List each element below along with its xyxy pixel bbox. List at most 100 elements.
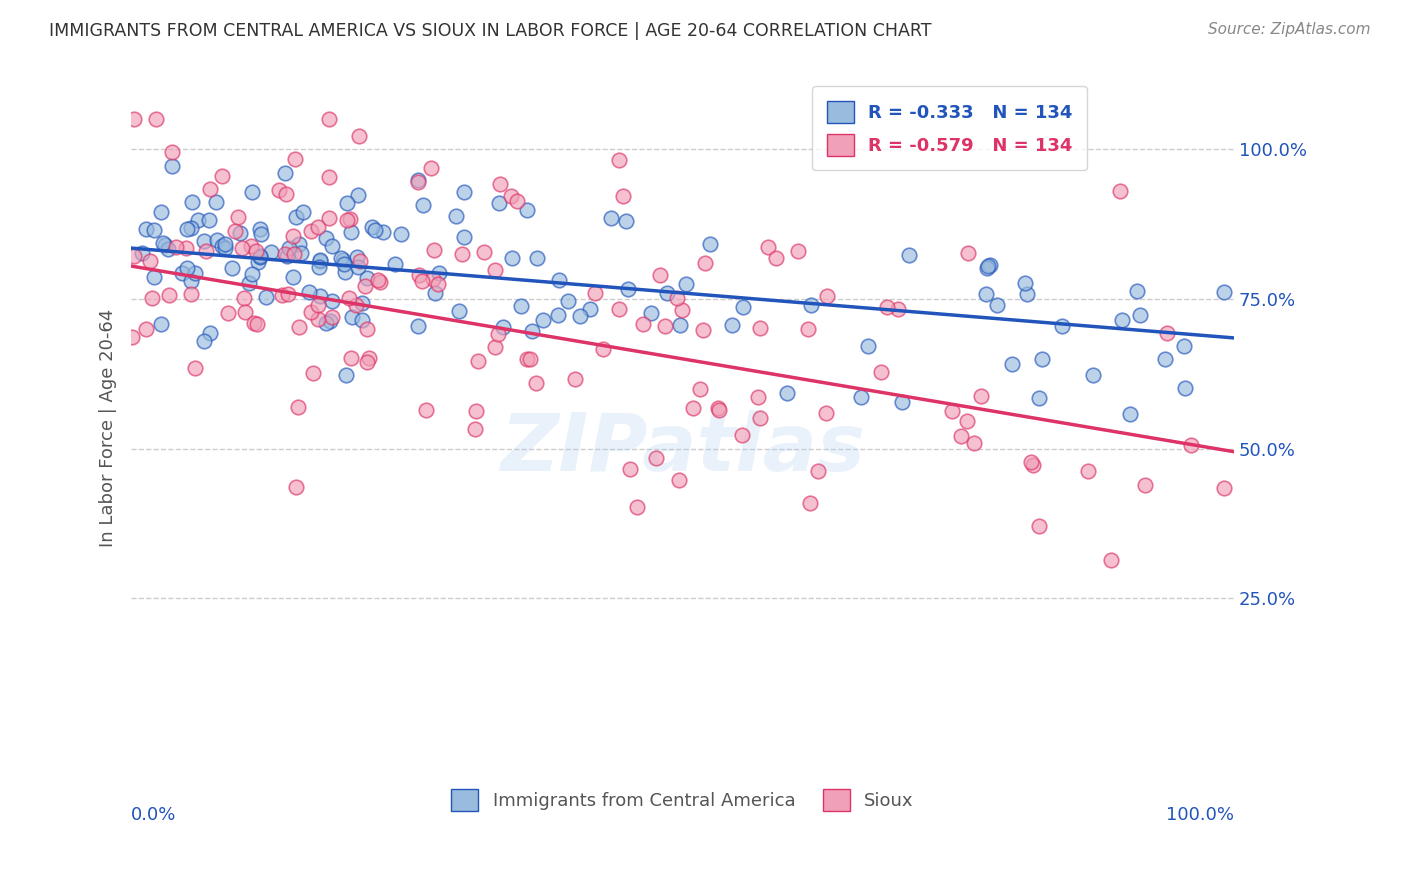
- Point: [198, 182, 221, 196]
- Point: [731, 427, 754, 442]
- Point: [333, 257, 356, 271]
- Point: [406, 175, 429, 189]
- Point: [1133, 478, 1156, 492]
- Point: [420, 161, 443, 175]
- Point: [145, 112, 167, 127]
- Point: [748, 321, 770, 335]
- Point: [307, 297, 329, 311]
- Point: [516, 203, 538, 218]
- Point: [963, 435, 986, 450]
- Text: 100.0%: 100.0%: [1166, 806, 1234, 824]
- Point: [273, 166, 295, 180]
- Point: [349, 254, 371, 268]
- Point: [347, 260, 370, 275]
- Point: [330, 251, 353, 265]
- Point: [668, 318, 690, 333]
- Point: [807, 464, 830, 478]
- Point: [631, 317, 654, 331]
- Text: 0.0%: 0.0%: [131, 806, 177, 824]
- Point: [160, 145, 183, 160]
- Point: [184, 361, 207, 376]
- Point: [367, 273, 389, 287]
- Point: [229, 226, 252, 240]
- Point: [245, 317, 267, 331]
- Point: [423, 286, 446, 301]
- Point: [1028, 391, 1050, 405]
- Point: [671, 302, 693, 317]
- Point: [121, 330, 143, 344]
- Point: [654, 319, 676, 334]
- Point: [231, 241, 253, 255]
- Point: [339, 351, 361, 365]
- Point: [384, 257, 406, 271]
- Point: [211, 169, 233, 184]
- Point: [141, 292, 163, 306]
- Point: [180, 287, 202, 301]
- Point: [221, 261, 243, 276]
- Point: [346, 250, 368, 264]
- Point: [340, 225, 363, 239]
- Point: [287, 401, 309, 415]
- Point: [356, 322, 378, 336]
- Point: [949, 428, 972, 442]
- Text: IMMIGRANTS FROM CENTRAL AMERICA VS SIOUX IN LABOR FORCE | AGE 20-64 CORRELATION : IMMIGRANTS FROM CENTRAL AMERICA VS SIOUX…: [49, 22, 932, 40]
- Point: [979, 258, 1001, 272]
- Point: [682, 401, 704, 416]
- Point: [408, 268, 430, 283]
- Point: [464, 404, 486, 418]
- Point: [214, 236, 236, 251]
- Point: [870, 365, 893, 379]
- Point: [415, 403, 437, 417]
- Point: [548, 273, 571, 287]
- Point: [707, 403, 730, 417]
- Point: [1154, 351, 1177, 366]
- Point: [1014, 276, 1036, 290]
- Point: [488, 326, 510, 341]
- Point: [195, 244, 218, 259]
- Point: [181, 195, 204, 210]
- Point: [299, 305, 322, 319]
- Point: [170, 265, 193, 279]
- Point: [692, 323, 714, 337]
- Point: [427, 277, 450, 292]
- Point: [298, 285, 321, 299]
- Point: [142, 223, 165, 237]
- Point: [336, 195, 359, 210]
- Point: [887, 301, 910, 316]
- Point: [350, 312, 373, 326]
- Point: [1156, 326, 1178, 340]
- Point: [423, 243, 446, 257]
- Point: [361, 220, 384, 235]
- Point: [184, 267, 207, 281]
- Point: [198, 326, 221, 341]
- Point: [347, 128, 370, 143]
- Point: [501, 251, 523, 265]
- Point: [609, 302, 631, 317]
- Point: [849, 391, 872, 405]
- Point: [318, 170, 340, 185]
- Point: [970, 389, 993, 403]
- Point: [747, 390, 769, 404]
- Point: [149, 318, 172, 332]
- Point: [640, 305, 662, 319]
- Point: [165, 239, 187, 253]
- Point: [619, 462, 641, 476]
- Point: [152, 235, 174, 250]
- Point: [124, 249, 146, 263]
- Point: [422, 271, 444, 285]
- Point: [1050, 318, 1073, 333]
- Point: [389, 227, 412, 241]
- Point: [666, 291, 689, 305]
- Point: [247, 255, 270, 269]
- Point: [675, 277, 697, 292]
- Point: [321, 293, 343, 308]
- Point: [815, 288, 838, 302]
- Point: [356, 271, 378, 285]
- Point: [429, 266, 451, 280]
- Point: [319, 314, 342, 328]
- Point: [150, 204, 173, 219]
- Point: [271, 288, 294, 302]
- Point: [224, 224, 246, 238]
- Point: [214, 242, 236, 256]
- Point: [897, 248, 920, 262]
